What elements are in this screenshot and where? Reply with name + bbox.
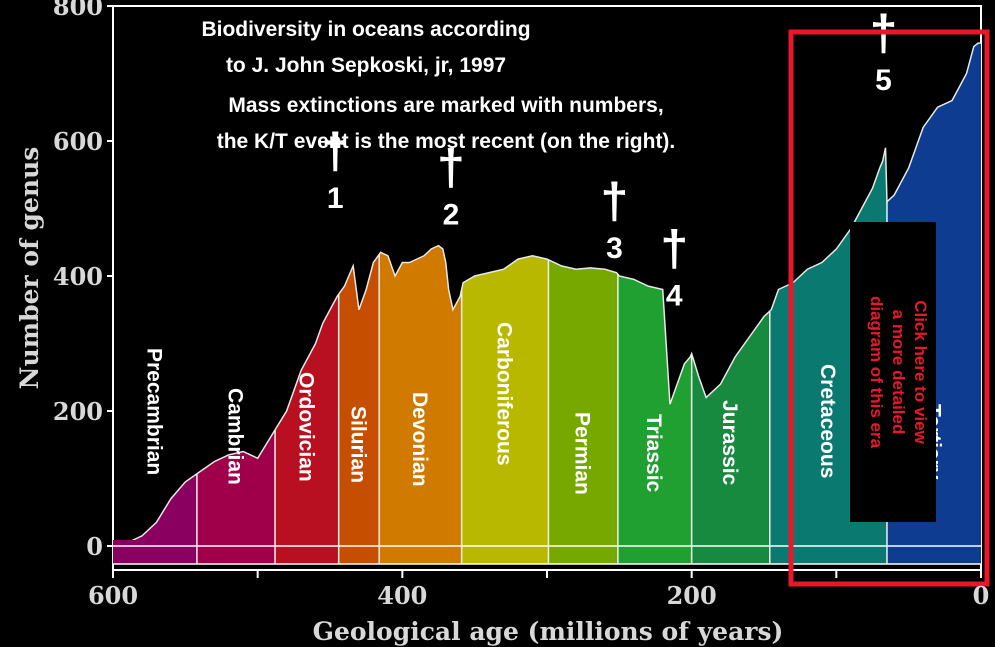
extinction-number-1: 1 [327, 182, 344, 215]
baseline-strip [113, 540, 981, 565]
baseline-segment-precambrian [113, 540, 197, 564]
title-line-4: the K/T event is the most recent (on the… [217, 130, 676, 153]
era-highlight-box[interactable] [788, 29, 990, 587]
extinction-markers: †1†2 †3 †4†5 [321, 5, 897, 313]
y-axis-title: Number of genus [15, 147, 44, 390]
x-tick-label-0: 0 [973, 581, 990, 610]
period-area-triassic [617, 274, 692, 546]
dagger-icon: † [321, 123, 349, 179]
period-area-jurassic [691, 311, 770, 546]
chart-title: Biodiversity in oceans according to J. J… [201, 18, 675, 153]
period-area-silurian [338, 254, 380, 546]
y-axis-ticks: 800 600 400 200 0 [53, 0, 113, 561]
x-tick-label-600: 600 [88, 581, 138, 610]
y-tick-label-0: 0 [86, 532, 103, 561]
extinction-marker-5: †5 [870, 5, 898, 97]
period-area-carboniferous [461, 255, 549, 546]
period-area-cambrian [196, 429, 276, 546]
period-label-ordovician: Ordovician [294, 372, 317, 482]
title-line-3: Mass extinctions are marked with numbers… [228, 94, 663, 117]
period-label-carboniferous: Carboniferous [492, 322, 515, 466]
y-tick-label-800: 800 [53, 0, 103, 21]
period-label-permian: Permian [571, 412, 594, 495]
extinction-marker-4: †4 [660, 221, 688, 313]
extinction-number-5: 5 [875, 64, 892, 97]
period-label-devonian: Devonian [408, 392, 431, 487]
detail-diagram-link[interactable]: Click here to view a more detailed diagr… [788, 29, 990, 587]
baseline-segment-cambrian [196, 540, 276, 564]
period-label-silurian: Silurian [346, 406, 369, 483]
dagger-icon: † [660, 221, 688, 277]
x-axis-title: Geological age (millions of years) [313, 617, 784, 646]
baseline-segment-permian [548, 540, 618, 564]
callout-line-2[interactable]: a more detailed [889, 310, 908, 435]
extinction-number-4: 4 [666, 280, 683, 313]
callout-line-1[interactable]: Click here to view [911, 300, 930, 444]
x-axis-ticks: 600 400 200 0 [88, 570, 989, 610]
extinction-number-2: 2 [443, 199, 460, 232]
period-label-cretaceous: Cretaceous [816, 364, 839, 478]
y-tick-label-200: 200 [53, 397, 103, 426]
baseline-segment-tertiary [886, 540, 981, 564]
baseline-segment-jurassic [691, 540, 770, 564]
callout-background[interactable] [850, 222, 936, 522]
dagger-icon: † [437, 140, 465, 196]
period-area-permian [548, 259, 618, 546]
period-label-precambrian: Precambrian [142, 348, 165, 475]
y-tick-label-600: 600 [53, 127, 103, 156]
x-tick-label-200: 200 [667, 581, 717, 610]
baseline-segment-silurian [338, 540, 380, 564]
x-tick-label-400: 400 [377, 581, 427, 610]
extinction-marker-2: †2 [437, 140, 465, 232]
dagger-icon: † [601, 173, 629, 229]
baseline-segment-cretaceous [769, 540, 887, 564]
baseline-segment-carboniferous [461, 540, 549, 564]
baseline-segment-ordovician [275, 540, 339, 564]
period-label-jurassic: Jurassic [718, 400, 741, 486]
title-line-2: to J. John Sepkoski, jr, 1997 [226, 54, 506, 77]
period-label-cambrian: Cambrian [223, 388, 246, 485]
extinction-marker-1: †1 [321, 123, 349, 215]
baseline-segment-triassic [617, 540, 692, 564]
period-label-triassic: Triassic [642, 414, 665, 493]
extinction-number-3: 3 [606, 232, 623, 265]
y-tick-label-400: 400 [53, 262, 103, 291]
callout-line-3[interactable]: diagram of this era [867, 296, 886, 449]
period-area-precambrian [113, 473, 197, 546]
title-line-1: Biodiversity in oceans according [201, 18, 530, 41]
period-area-devonian [379, 245, 462, 546]
extinction-marker-3: †3 [601, 173, 629, 265]
baseline-segment-devonian [379, 540, 462, 564]
period-area-ordovician [275, 294, 339, 546]
series-outline [112, 42, 981, 547]
